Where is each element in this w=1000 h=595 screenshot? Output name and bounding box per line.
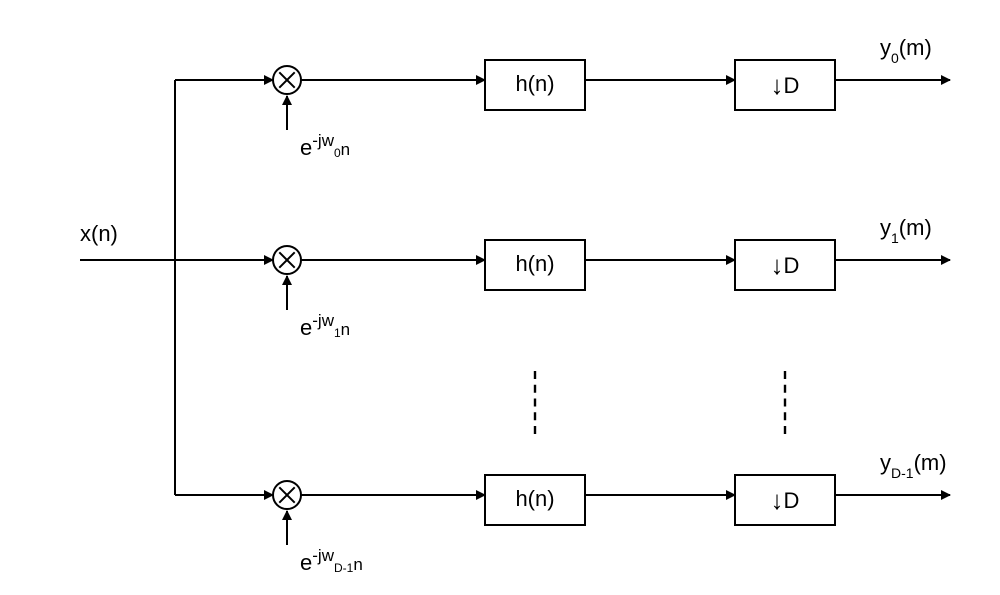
mixer-label-2: e-jwD-1n: [300, 546, 363, 576]
filter-label-2: h(n): [515, 486, 554, 511]
output-label-2: yD-1(m): [880, 450, 947, 481]
filter-label-1: h(n): [515, 251, 554, 276]
input-label: x(n): [80, 221, 118, 246]
output-label-1: y1(m): [880, 215, 932, 246]
mixer-label-0: e-jw0n: [300, 131, 350, 161]
filter-label-0: h(n): [515, 71, 554, 96]
downsample-label-0: ↓D: [771, 70, 800, 100]
signal-flow-diagram: x(n) e-jw0n h(n) ↓D y0(m) e-jw1n h(n) ↓D y1(m) e-…: [0, 0, 1000, 595]
output-label-0: y0(m): [880, 35, 932, 66]
downsample-label-1: ↓D: [771, 250, 800, 280]
downsample-label-2: ↓D: [771, 485, 800, 515]
mixer-label-1: e-jw1n: [300, 311, 350, 341]
